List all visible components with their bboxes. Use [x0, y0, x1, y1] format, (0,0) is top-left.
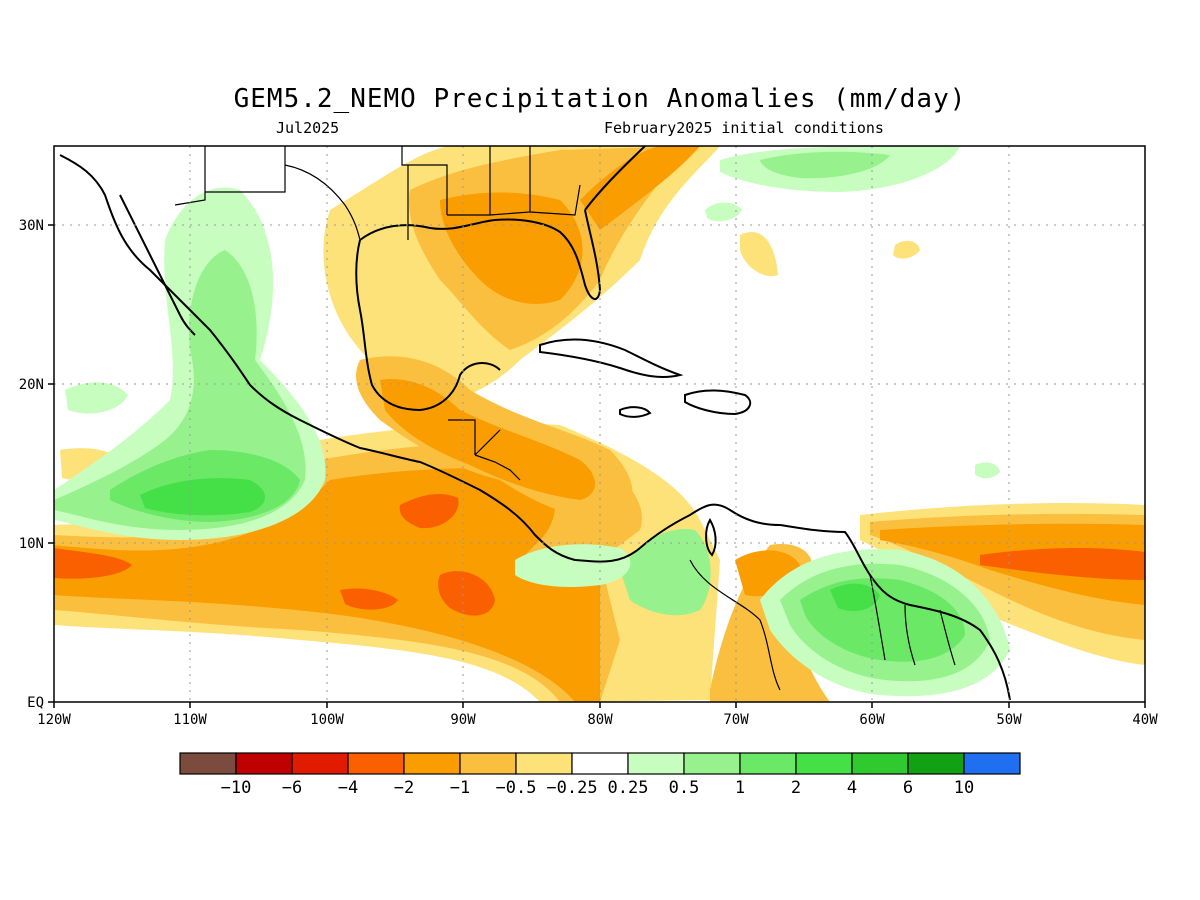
- x-tick-label: 100W: [310, 712, 344, 728]
- wet-anomaly-areas: [54, 146, 1010, 697]
- color-bar-label: 0.25: [608, 778, 649, 798]
- color-bar-label: −4: [338, 778, 358, 798]
- wet-weak-atlantic-east: [975, 462, 1000, 479]
- y-tick-label: EQ: [27, 695, 44, 711]
- chart-title: GEM5.2_NEMO Precipitation Anomalies (mm/…: [233, 84, 967, 114]
- x-tick-label: 110W: [173, 712, 207, 728]
- wet-light-colombia: [620, 529, 711, 616]
- central-america-borders: [448, 419, 521, 481]
- color-bar-swatch: [347, 752, 405, 775]
- dry-weak-atlantic-small: [893, 240, 920, 259]
- color-bar-swatch: [739, 752, 797, 775]
- wet-strong-guianas: [830, 583, 880, 612]
- color-bar-swatch: [571, 752, 629, 775]
- color-bar-swatch: [963, 752, 1021, 775]
- color-bar-swatch: [515, 752, 573, 775]
- x-tick-label: 50W: [996, 712, 1022, 728]
- color-bar-swatch: [459, 752, 517, 775]
- mexico-pacific-coast: [59, 154, 641, 563]
- graticule: [54, 146, 1145, 702]
- wet-weak-panama: [515, 544, 631, 587]
- dry-moderate-central-america: [380, 379, 595, 500]
- dry-strong-pacific-central: [399, 494, 459, 529]
- lake-maracaibo: [705, 518, 717, 557]
- color-bar-swatch: [907, 752, 965, 775]
- color-bar-label: −0.5: [496, 778, 537, 798]
- cuba: [539, 338, 684, 378]
- dry-moderate-gulf: [440, 192, 583, 304]
- color-bar-label: −2: [394, 778, 414, 798]
- color-bar-swatch: [235, 752, 293, 775]
- x-tick-label: 90W: [450, 712, 476, 728]
- x-tick-label: 60W: [859, 712, 885, 728]
- color-bar-label: 0.5: [669, 778, 700, 798]
- dry-moderate-us-east: [580, 146, 700, 230]
- northern-south-america: [639, 503, 1011, 701]
- color-bar-label: 1: [735, 778, 745, 798]
- color-bar-swatch: [683, 752, 741, 775]
- x-tick-label: 80W: [587, 712, 613, 728]
- dry-weak-atlantic-ne: [740, 231, 778, 277]
- color-bar-label: 2: [791, 778, 801, 798]
- color-bar-swatch: [291, 752, 349, 775]
- color-bar-swatch: [851, 752, 909, 775]
- color-bar-label: 10: [954, 778, 974, 798]
- y-tick-label: 20N: [19, 377, 44, 393]
- y-tick-label: 30N: [19, 218, 44, 234]
- color-bar-label: −10: [221, 778, 252, 798]
- color-bar-label: −0.25: [546, 778, 597, 798]
- south-america-borders: [689, 559, 956, 691]
- y-tick-label: 10N: [19, 536, 44, 552]
- hispaniola: [684, 389, 752, 416]
- baja-california: [119, 194, 196, 336]
- color-bar-label: 6: [903, 778, 913, 798]
- wet-weak-atlantic-small: [705, 202, 742, 222]
- color-bar-label: −1: [450, 778, 470, 798]
- us-gulf-coast: [359, 209, 602, 300]
- dry-strong-pacific-west: [54, 548, 132, 579]
- coastlines: [59, 146, 1011, 701]
- color-bar-swatch: [795, 752, 853, 775]
- dry-strong-pacific-south: [438, 571, 495, 616]
- color-bar-label: −6: [282, 778, 302, 798]
- x-tick-label: 120W: [37, 712, 71, 728]
- us-mexico-border: [174, 146, 361, 241]
- dry-strong-atlantic: [980, 548, 1145, 580]
- political-boundaries: [174, 146, 956, 691]
- y-axis-labels: EQ 10N 20N 30N: [19, 218, 44, 711]
- valid-month: Jul2025: [276, 119, 340, 137]
- x-tick-label: 40W: [1132, 712, 1158, 728]
- color-bar-swatch: [403, 752, 461, 775]
- us-state-lines: [401, 146, 581, 240]
- x-tick-label: 70W: [723, 712, 749, 728]
- color-bar-swatch: [179, 752, 237, 775]
- gulf-coast-mexico: [355, 239, 501, 412]
- wet-light-atlantic-north: [760, 151, 890, 179]
- wet-weak-mexico-west: [65, 382, 128, 414]
- anomaly-field: [54, 146, 1145, 702]
- x-axis-labels: 120W 110W 100W 90W 80W 70W 60W 50W 40W: [37, 712, 1158, 728]
- color-bar-swatch: [627, 752, 685, 775]
- us-atlantic-coast: [584, 146, 646, 211]
- initial-conditions: February2025 initial conditions: [604, 119, 884, 137]
- dry-anomaly-areas: [54, 146, 1145, 702]
- dry-moderate-pacific: [54, 468, 600, 702]
- color-bar-label: 4: [847, 778, 857, 798]
- wet-strong-eastern-pacific: [140, 478, 265, 516]
- tick-marks: [48, 224, 1146, 708]
- color-bar: −10 −6 −4 −2 −1 −0.5 −0.25 0.25 0.5 1 2 4 6 10: [179, 752, 1021, 798]
- jamaica: [619, 406, 652, 418]
- dry-strong-pacific-small: [340, 588, 398, 610]
